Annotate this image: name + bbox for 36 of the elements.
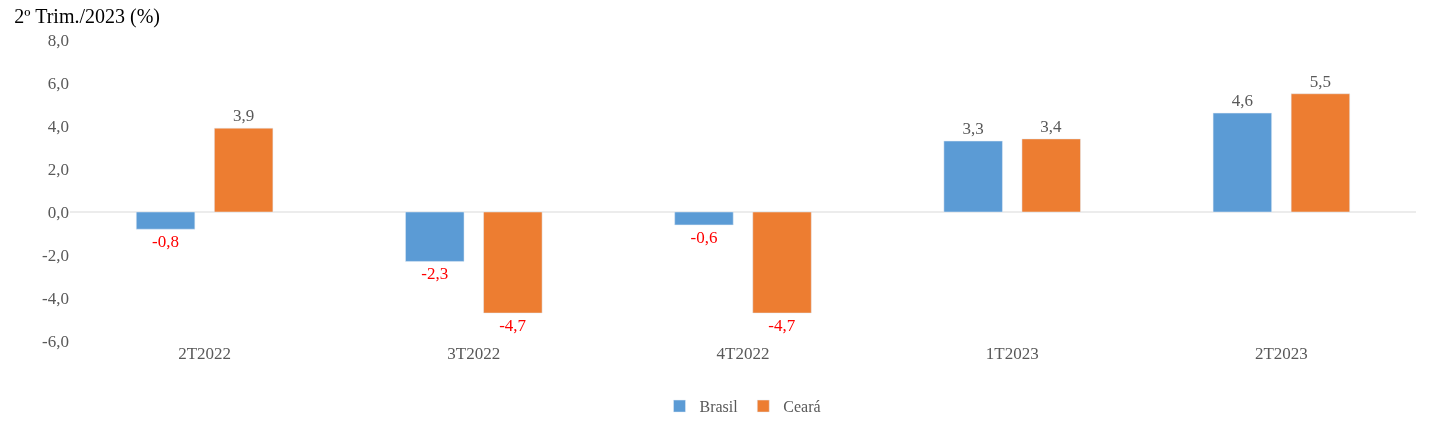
data-label: -0,8 (152, 232, 180, 252)
legend-label: Brasil (699, 398, 739, 416)
data-label: -0,6 (690, 227, 718, 247)
bar (1290, 93, 1350, 213)
legend-label: Ceará (783, 398, 821, 416)
data-label: 4,6 (1231, 91, 1253, 111)
bar (752, 211, 812, 314)
bar (1212, 112, 1272, 213)
data-label: 5,5 (1309, 71, 1332, 91)
data-label: 3,4 (1040, 116, 1063, 136)
bar (674, 211, 734, 226)
x-tick-label: 1T2023 (985, 344, 1039, 363)
bar (214, 127, 274, 213)
y-tick-label: 8,0 (47, 30, 69, 50)
data-label: -4,7 (499, 316, 527, 336)
bar (1021, 138, 1081, 213)
bar (483, 211, 543, 314)
y-tick-label: 6,0 (47, 73, 69, 93)
x-tick-label: 2T2022 (178, 344, 232, 363)
y-tick-label: -4,0 (42, 288, 69, 308)
data-label: -2,3 (421, 264, 449, 284)
bar (943, 140, 1003, 213)
x-tick-label: 3T2022 (447, 344, 501, 363)
bar (136, 211, 196, 230)
data-label: 3,3 (962, 119, 984, 139)
y-tick-label: 2,0 (47, 159, 69, 179)
y-tick-label: -2,0 (42, 245, 69, 265)
data-label: -4,7 (768, 316, 796, 336)
y-tick-label: 4,0 (47, 116, 69, 136)
y-tick-label: 0,0 (47, 202, 69, 222)
x-tick-label: 4T2022 (716, 344, 770, 363)
x-tick-label: 2T2023 (1254, 344, 1308, 363)
y-tick-label: -6,0 (42, 331, 69, 351)
chart-title: 2º Trim./2023 (%) (14, 4, 161, 28)
data-label: 3,9 (233, 106, 255, 126)
bar (405, 211, 465, 262)
